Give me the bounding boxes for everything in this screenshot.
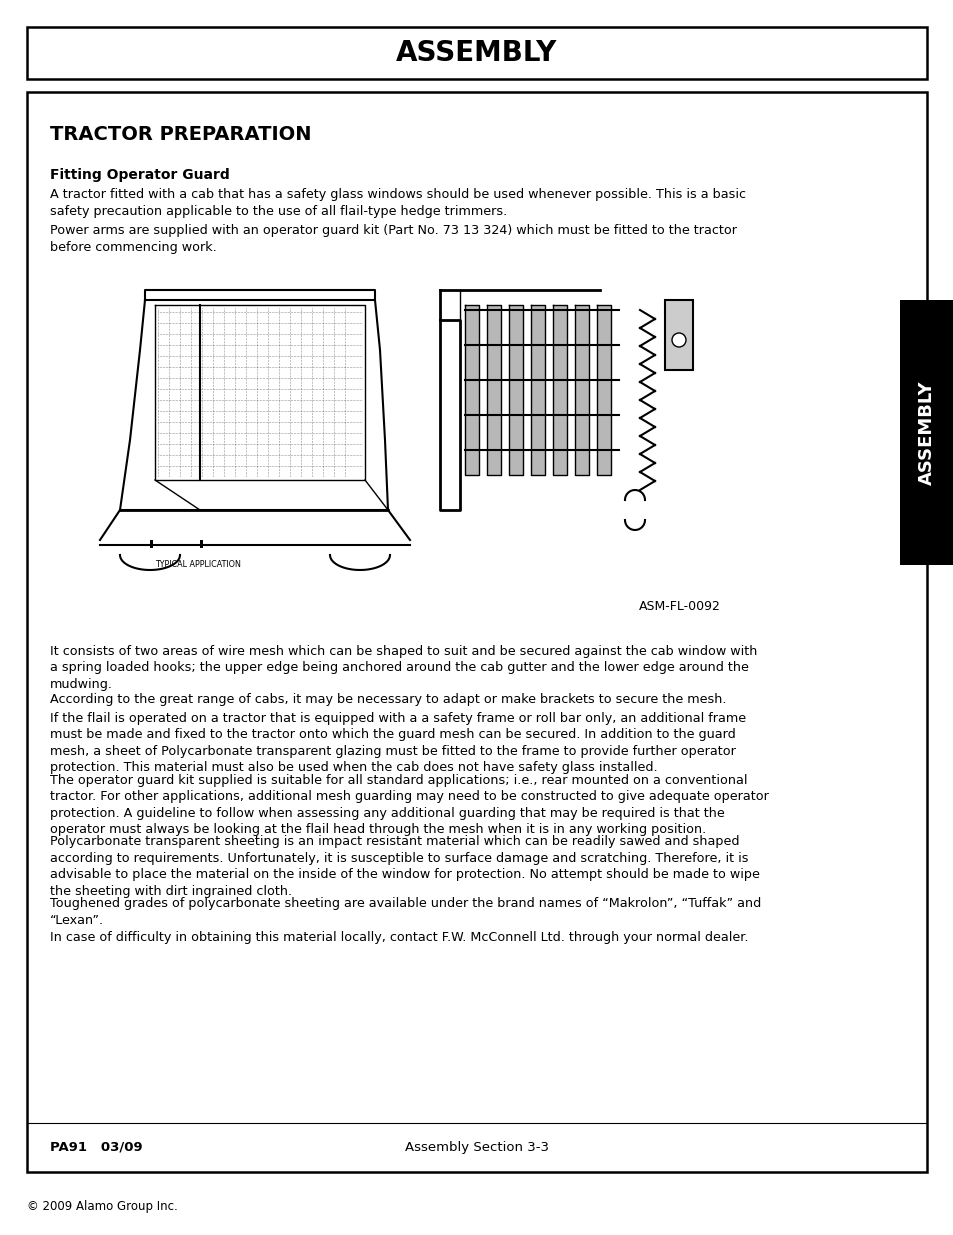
- Bar: [27, 91, 926, 1172]
- Bar: [510, 305, 522, 475]
- Text: A tractor fitted with a cab that has a safety glass windows should be used whene: A tractor fitted with a cab that has a s…: [50, 188, 745, 217]
- Text: If the flail is operated on a tractor that is equipped with a a safety frame or : If the flail is operated on a tractor th…: [50, 711, 745, 774]
- Text: According to the great range of cabs, it may be necessary to adapt or make brack: According to the great range of cabs, it…: [50, 693, 726, 705]
- Text: Fitting Operator Guard: Fitting Operator Guard: [50, 168, 230, 182]
- Text: ASM-FL-0092: ASM-FL-0092: [639, 600, 720, 613]
- Text: The operator guard kit supplied is suitable for all standard applications; i.e.,: The operator guard kit supplied is suita…: [50, 773, 768, 836]
- Text: TRACTOR PREPARATION: TRACTOR PREPARATION: [50, 125, 312, 144]
- Text: PA91   03/09: PA91 03/09: [50, 1141, 143, 1153]
- Bar: [598, 305, 610, 475]
- Text: Assembly Section 3-3: Assembly Section 3-3: [405, 1141, 548, 1153]
- Text: In case of difficulty in obtaining this material locally, contact F.W. McConnell: In case of difficulty in obtaining this …: [50, 931, 748, 944]
- Text: ASSEMBLY: ASSEMBLY: [917, 380, 935, 485]
- Bar: [664, 300, 692, 370]
- Text: © 2009 Alamo Group Inc.: © 2009 Alamo Group Inc.: [27, 1200, 177, 1213]
- Text: ASSEMBLY: ASSEMBLY: [395, 40, 558, 67]
- Bar: [532, 305, 544, 475]
- Text: Power arms are supplied with an operator guard kit (Part No. 73 13 324) which mu: Power arms are supplied with an operator…: [50, 224, 737, 253]
- Bar: [488, 305, 500, 475]
- Bar: [465, 305, 478, 475]
- Bar: [200, 540, 203, 548]
- Text: TYPICAL APPLICATION: TYPICAL APPLICATION: [154, 559, 240, 569]
- Circle shape: [671, 333, 685, 347]
- Bar: [150, 540, 152, 548]
- Text: Polycarbonate transparent sheeting is an impact resistant material which can be : Polycarbonate transparent sheeting is an…: [50, 835, 760, 898]
- Bar: [899, 300, 953, 564]
- Bar: [27, 27, 926, 79]
- Bar: [554, 305, 566, 475]
- Bar: [576, 305, 588, 475]
- Text: It consists of two areas of wire mesh which can be shaped to suit and be secured: It consists of two areas of wire mesh wh…: [50, 645, 757, 692]
- Text: Toughened grades of polycarbonate sheeting are available under the brand names o: Toughened grades of polycarbonate sheeti…: [50, 897, 760, 926]
